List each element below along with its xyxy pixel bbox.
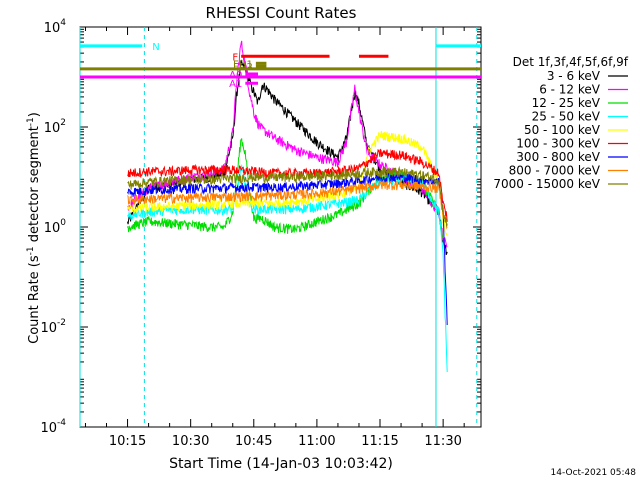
y-axis-label-sup1: -1 <box>26 246 36 255</box>
y-tick-exponent: 4 <box>60 18 66 28</box>
legend-label: 300 - 800 keV <box>516 150 600 164</box>
y-tick-label: 102 <box>44 118 66 136</box>
flag-label: F <box>232 52 238 63</box>
flag-label: A1 <box>229 79 242 90</box>
legend-label: 3 - 6 keV <box>547 69 601 83</box>
flag-label: FD2 <box>233 62 253 73</box>
y-tick-label: 100 <box>44 218 67 236</box>
y-tick-base: 10 <box>44 21 61 36</box>
series-line-5 <box>127 148 448 222</box>
x-tick-label: 11:00 <box>298 434 335 449</box>
legend-label: 100 - 300 keV <box>516 137 600 151</box>
footer-timestamp: 14-Oct-2021 05:48 <box>551 468 637 478</box>
y-axis-label-suffix: ) <box>27 112 42 117</box>
legend-label: 6 - 12 keV <box>539 83 601 97</box>
y-tick-base: 10 <box>44 121 61 136</box>
y-tick-base: 10 <box>40 421 57 436</box>
y-tick-exponent: -4 <box>57 418 66 428</box>
y-tick-label: 10-4 <box>40 418 66 436</box>
y-tick-label: 10-2 <box>40 318 66 336</box>
y-axis-label-sup2: -1 <box>26 117 36 126</box>
flag-label: N <box>152 42 159 53</box>
y-tick-exponent: -2 <box>57 318 66 328</box>
y-tick-exponent: 2 <box>60 118 66 128</box>
x-tick-label: 11:15 <box>361 434 398 449</box>
legend-label: 50 - 100 keV <box>524 123 601 137</box>
y-axis-label: Count Rate (s-1 detector segment-1) <box>26 112 42 344</box>
x-tick-label: 10:15 <box>109 434 146 449</box>
series-line-4 <box>127 131 448 237</box>
legend-label: 800 - 7000 keV <box>509 164 601 178</box>
legend-label: 7000 - 15000 keV <box>493 177 600 191</box>
x-tick-label: 10:45 <box>235 434 272 449</box>
series-group <box>127 40 448 373</box>
series-line-7 <box>127 180 448 230</box>
x-tick-label: 11:30 <box>424 434 461 449</box>
y-tick-base: 10 <box>44 221 61 236</box>
series-line-8 <box>127 165 448 227</box>
flag-label: A0 <box>229 70 242 81</box>
legend-title: Det 1f,3f,4f,5f,6f,9f <box>513 55 629 69</box>
series-line-6 <box>127 172 448 326</box>
y-tick-label: 104 <box>44 18 67 36</box>
legend-label: 12 - 25 keV <box>532 96 601 110</box>
y-tick-base: 10 <box>40 321 57 336</box>
y-tick-exponent: 0 <box>60 218 66 228</box>
flag-label: FD1 <box>233 59 253 70</box>
x-tick-label: 10:30 <box>172 434 209 449</box>
x-axis-label: Start Time (14-Jan-03 10:03:42) <box>169 456 393 472</box>
series-line-1 <box>127 40 448 248</box>
y-axis-label-mid: detector segment <box>27 126 42 246</box>
legend-label: 25 - 50 keV <box>532 110 601 124</box>
y-axis-label-prefix: Count Rate (s <box>27 255 42 344</box>
chart-title: RHESSI Count Rates <box>206 4 357 22</box>
